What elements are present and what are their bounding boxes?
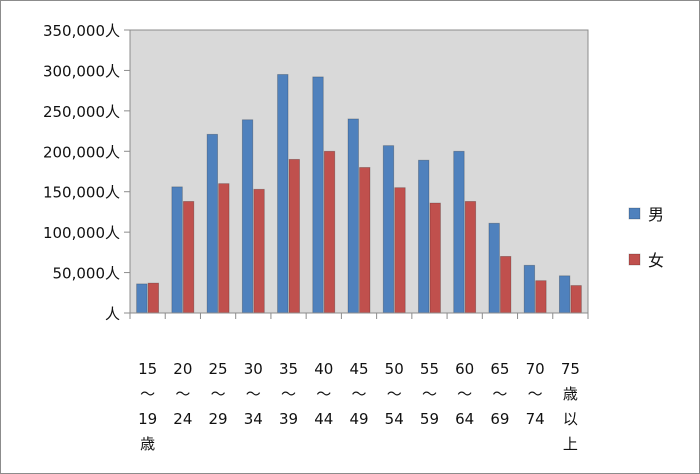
x-category-label-line: 50: [385, 360, 404, 378]
x-category-label-line: 30: [244, 360, 263, 378]
bar-male: [277, 74, 289, 314]
bar-female: [500, 255, 512, 314]
plot-area: [129, 29, 589, 314]
x-category-label: 15 〜 19 歳: [138, 360, 157, 453]
x-category-label-line: 34: [244, 410, 263, 428]
y-tick-label: 150,000人: [43, 184, 120, 202]
x-category-label-line: 55: [420, 360, 439, 378]
x-category-label-line: 20: [173, 360, 192, 378]
x-category-label-line: 〜: [140, 385, 155, 403]
bar-female: [464, 201, 477, 314]
bar-male: [488, 222, 500, 314]
bar-male: [347, 118, 359, 314]
bar-female: [253, 188, 265, 314]
x-category-label-line: 45: [349, 360, 368, 378]
bar-female: [147, 282, 160, 314]
x-category-label-line: 70: [526, 360, 545, 378]
bar-male: [523, 264, 536, 314]
x-category-label-line: 60: [455, 360, 474, 378]
x-category-label-line: 29: [209, 410, 228, 428]
x-category-label-line: 15: [138, 360, 157, 378]
bar-male: [312, 76, 324, 314]
bar-male: [382, 145, 395, 314]
legend: 男女: [628, 205, 664, 270]
legend-label-female: 女: [648, 251, 664, 270]
bar-female: [359, 167, 371, 314]
bar-male: [453, 150, 465, 314]
x-category-label: 70 〜 74: [526, 360, 545, 428]
x-category-label-line: 以: [563, 410, 578, 428]
legend-label-male: 男: [648, 205, 664, 224]
x-category-label-line: 49: [349, 410, 368, 428]
x-category-label-line: 歳: [140, 435, 155, 453]
y-axis: 人 50,000人 100,000人 150,000人 200,000人 250,000人…: [43, 22, 131, 323]
bar-male: [418, 159, 430, 314]
x-category-label: 65 〜 69: [490, 360, 509, 428]
x-category-label-line: 39: [279, 410, 298, 428]
bar-female: [323, 150, 336, 314]
bar-female: [429, 202, 441, 314]
legend-swatch-female: [628, 253, 641, 266]
y-tick-label: 300,000人: [43, 62, 120, 80]
x-category-label: 60 〜 64: [455, 360, 474, 428]
bar-female: [182, 201, 195, 314]
x-category-label-line: 〜: [492, 385, 507, 403]
x-category-label-line: 〜: [457, 385, 472, 403]
bar-male: [171, 186, 183, 314]
legend-swatch-male: [628, 207, 641, 220]
x-category-label-line: 25: [209, 360, 228, 378]
x-category-label-line: 65: [490, 360, 509, 378]
bar-male: [241, 119, 254, 314]
y-tick-label: 350,000人: [43, 22, 120, 40]
x-category-label: 35 〜 39: [279, 360, 298, 428]
x-category-label-line: 19: [138, 410, 157, 428]
x-category-label: 40 〜 44: [314, 360, 333, 428]
bar-female: [218, 183, 230, 314]
bar-male: [136, 283, 148, 314]
bars: [136, 74, 582, 314]
x-category-label-line: 75: [561, 360, 580, 378]
x-category-label-line: 40: [314, 360, 333, 378]
bar-male: [558, 275, 571, 314]
bar-female: [288, 158, 300, 314]
x-category-label-line: 〜: [316, 385, 331, 403]
x-category-label: 50 〜 54: [385, 360, 404, 428]
x-category-label: 20 〜 24: [173, 360, 192, 428]
bar-female: [570, 285, 582, 314]
x-category-label-line: 35: [279, 360, 298, 378]
x-category-label: 25 〜 29: [209, 360, 228, 428]
x-category-label-line: 歳: [563, 385, 578, 403]
x-category-label: 75 歳以上: [561, 360, 580, 453]
x-category-label-line: 74: [526, 410, 545, 428]
x-category-label: 55 〜 59: [420, 360, 439, 428]
x-category-label-line: 〜: [246, 385, 261, 403]
x-category-label-line: 24: [173, 410, 192, 428]
x-category-label-line: 〜: [175, 385, 190, 403]
x-category-label-line: 69: [490, 410, 509, 428]
x-category-label-line: 59: [420, 410, 439, 428]
y-tick-label: 200,000人: [43, 143, 120, 161]
x-category-label-line: 〜: [281, 385, 296, 403]
x-category-label-line: 44: [314, 410, 333, 428]
x-category-label-line: 〜: [211, 385, 226, 403]
y-tick-label: 人: [105, 305, 120, 323]
bar-female: [394, 187, 406, 314]
x-category-label-line: 〜: [422, 385, 437, 403]
x-category-label-line: 〜: [528, 385, 543, 403]
bar-male: [206, 133, 218, 314]
x-category-label-line: 上: [563, 435, 578, 453]
x-category-label: 30 〜 34: [244, 360, 263, 428]
y-tick-label: 50,000人: [53, 265, 121, 283]
x-category-label: 45 〜 49: [349, 360, 368, 428]
bar-female: [535, 280, 547, 314]
x-category-label-line: 64: [455, 410, 474, 428]
x-category-label-line: 〜: [351, 385, 366, 403]
x-category-label-line: 54: [385, 410, 404, 428]
x-category-label-line: 〜: [387, 385, 402, 403]
y-tick-label: 250,000人: [43, 103, 120, 121]
y-tick-label: 100,000人: [43, 224, 120, 242]
